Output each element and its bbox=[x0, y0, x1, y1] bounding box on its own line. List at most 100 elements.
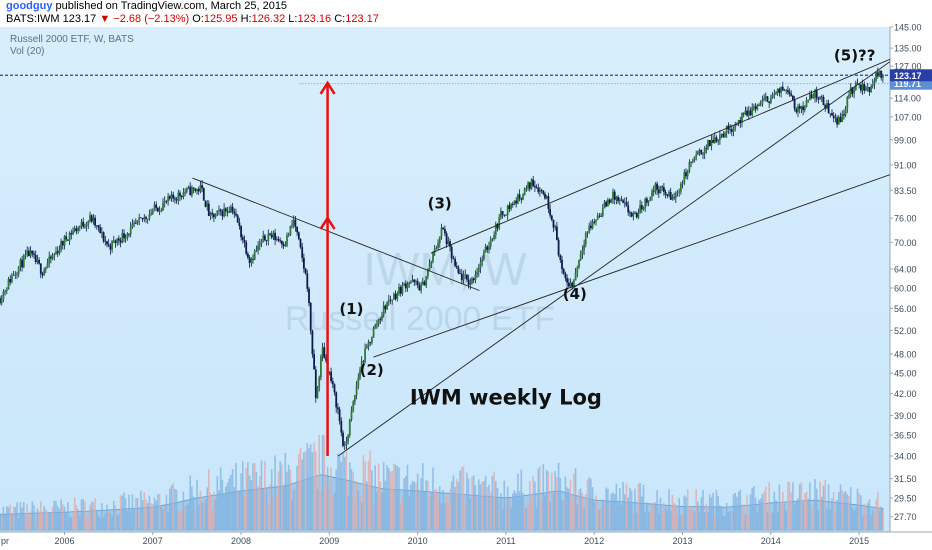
volume-bar bbox=[863, 503, 866, 530]
candle-body bbox=[211, 212, 214, 215]
candle-body bbox=[0, 299, 3, 304]
volume-bar bbox=[522, 492, 524, 530]
candle-body bbox=[19, 259, 22, 267]
candle-body bbox=[282, 244, 285, 246]
volume-bar bbox=[174, 489, 176, 530]
candle-body bbox=[308, 288, 310, 304]
candle-body bbox=[600, 215, 602, 217]
volume-bar bbox=[690, 505, 692, 530]
candle-body bbox=[235, 213, 237, 216]
candle-body bbox=[410, 282, 412, 283]
volume-bar bbox=[440, 503, 443, 530]
high-value: 126.32 bbox=[251, 13, 286, 25]
volume-bar bbox=[170, 485, 173, 530]
candle-body bbox=[89, 215, 91, 222]
volume-bar bbox=[211, 509, 213, 530]
volume-bar bbox=[678, 498, 680, 530]
candle-body bbox=[77, 227, 79, 231]
candle-body bbox=[97, 225, 100, 228]
volume-bar bbox=[219, 467, 222, 530]
volume-legend[interactable]: Vol (20) bbox=[10, 46, 45, 57]
volume-bar bbox=[128, 494, 130, 530]
volume-bar bbox=[851, 508, 854, 530]
volume-bar bbox=[652, 502, 655, 530]
volume-bar bbox=[693, 511, 696, 530]
volume-bar bbox=[476, 496, 478, 530]
candle-body bbox=[216, 210, 219, 214]
candle-body bbox=[196, 189, 198, 191]
candle-body bbox=[112, 240, 115, 242]
volume-bar bbox=[748, 514, 750, 530]
candle-body bbox=[591, 221, 594, 229]
volume-bar bbox=[296, 465, 298, 530]
candle-body bbox=[494, 224, 497, 235]
candle-body bbox=[218, 209, 220, 211]
volume-bar bbox=[214, 499, 217, 530]
volume-bar bbox=[455, 478, 458, 530]
candle-body bbox=[252, 258, 254, 260]
candle-body bbox=[837, 117, 840, 125]
volume-bar bbox=[203, 503, 205, 530]
volume-bar bbox=[568, 488, 570, 530]
candle-body bbox=[116, 238, 119, 243]
volume-bar bbox=[459, 470, 461, 530]
volume-bar bbox=[338, 456, 341, 530]
volume-bar bbox=[126, 511, 129, 530]
volume-bar bbox=[252, 463, 254, 530]
volume-bar bbox=[270, 469, 273, 530]
volume-bar bbox=[585, 494, 587, 530]
candle-body bbox=[338, 409, 341, 421]
candle-body bbox=[143, 216, 146, 220]
volume-bar bbox=[389, 471, 392, 530]
volume-bar bbox=[605, 487, 607, 530]
candle-body bbox=[793, 99, 796, 109]
candle-body bbox=[432, 252, 434, 262]
candle-body bbox=[668, 192, 670, 196]
volume-bar bbox=[396, 466, 399, 530]
volume-bar bbox=[588, 477, 590, 530]
volume-bar bbox=[303, 452, 305, 530]
candle-body bbox=[274, 232, 276, 240]
volume-bar bbox=[724, 516, 726, 530]
volume-bar bbox=[474, 485, 477, 530]
volume-bar bbox=[116, 515, 118, 530]
candle-body bbox=[814, 89, 816, 98]
candle-body bbox=[506, 205, 509, 215]
candle-body bbox=[805, 99, 808, 107]
volume-bar bbox=[359, 495, 361, 530]
volume-bar bbox=[221, 479, 224, 530]
author-name[interactable]: goodguy bbox=[6, 0, 53, 12]
volume-bar bbox=[274, 455, 276, 530]
volume-bar bbox=[19, 502, 22, 530]
volume-bar bbox=[727, 512, 730, 530]
candle-body bbox=[803, 106, 806, 111]
volume-bar bbox=[508, 498, 511, 530]
candle-body bbox=[700, 149, 703, 155]
candle-body bbox=[11, 275, 13, 283]
volume-bar bbox=[797, 498, 799, 530]
price-change-pct: (−2.13%) bbox=[144, 13, 190, 25]
volume-bar bbox=[625, 483, 628, 530]
instrument-legend[interactable]: Russell 2000 ETF, W, BATS bbox=[10, 34, 134, 45]
volume-bar bbox=[167, 512, 169, 530]
x-tick-label: 2012 bbox=[584, 536, 604, 546]
candle-body bbox=[428, 263, 431, 270]
volume-bar bbox=[838, 492, 840, 530]
candle-body bbox=[377, 319, 380, 325]
volume-bar bbox=[231, 469, 234, 530]
candle-body bbox=[566, 278, 568, 283]
candle-body bbox=[180, 195, 183, 198]
volume-bar bbox=[172, 483, 174, 530]
y-tick-label: 42.00 bbox=[894, 389, 917, 399]
volume-bar bbox=[233, 487, 236, 530]
last-price-tag-box bbox=[890, 69, 932, 82]
volume-bar bbox=[114, 505, 117, 530]
volume-bar bbox=[292, 489, 295, 530]
volume-bar bbox=[48, 512, 50, 530]
candle-body bbox=[525, 188, 528, 189]
volume-bar bbox=[230, 474, 232, 530]
volume-bar bbox=[62, 504, 64, 530]
volume-bar bbox=[517, 473, 519, 530]
y-tick-label: 107.00 bbox=[894, 112, 922, 122]
volume-bar bbox=[798, 484, 801, 530]
